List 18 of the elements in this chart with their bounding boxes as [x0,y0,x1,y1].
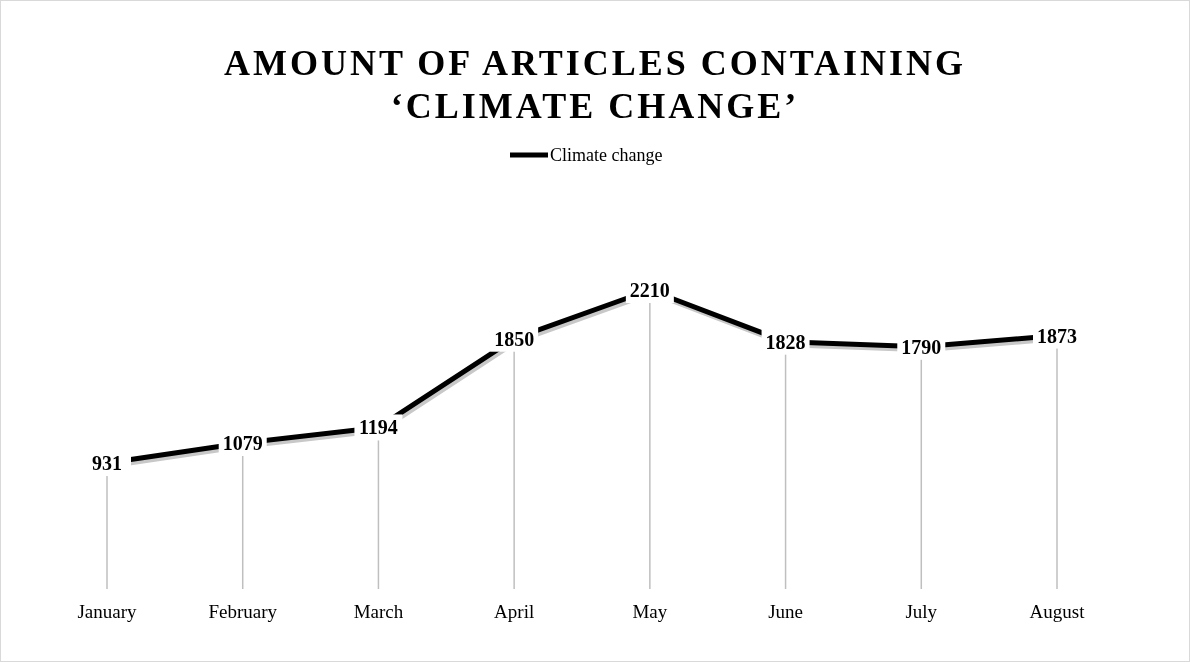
data-label: 931 [92,452,122,475]
data-label: 1873 [1037,324,1077,347]
data-label: 1790 [901,335,942,358]
x-tick-label: June [768,601,803,622]
x-tick-label: April [494,601,535,622]
x-tick-label: May [632,601,668,622]
x-tick-label: July [905,601,938,622]
legend-label: Climate change [550,145,663,165]
data-label: 1828 [765,330,806,353]
x-tick-label: February [208,601,278,622]
data-label: 1850 [494,327,535,350]
data-label: 1194 [358,416,398,439]
chart-title: AMOUNT OF ARTICLES CONTAINING ‘CLIMATE CHANGE’ [223,43,967,126]
data-label: 1079 [222,432,263,455]
x-tick-label: August [1029,601,1086,622]
x-tick-label: March [353,601,404,622]
x-tick-label: January [77,601,138,622]
data-label: 2210 [629,279,670,301]
